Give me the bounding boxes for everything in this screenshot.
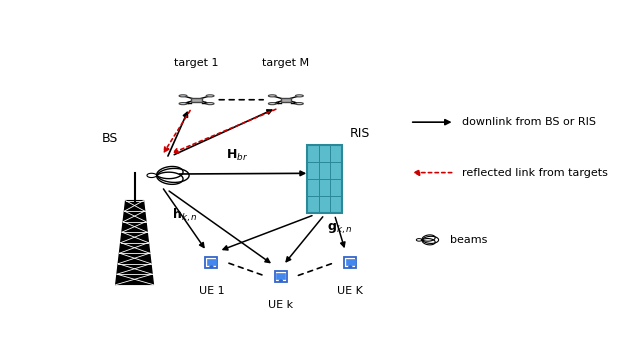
Ellipse shape (179, 103, 187, 105)
Ellipse shape (296, 95, 303, 97)
Text: $\mathbf{H}_{br}$: $\mathbf{H}_{br}$ (226, 148, 248, 163)
Ellipse shape (268, 95, 276, 97)
Text: BS: BS (102, 131, 118, 145)
Bar (207, 258, 216, 265)
Text: $\mathbf{g}_{k,n}$: $\mathbf{g}_{k,n}$ (327, 222, 353, 236)
Ellipse shape (206, 103, 214, 105)
Text: beams: beams (449, 235, 487, 245)
Circle shape (210, 266, 213, 268)
Text: RIS: RIS (350, 127, 370, 141)
Bar (344, 257, 356, 268)
Bar (307, 145, 342, 213)
Circle shape (349, 266, 352, 268)
Text: downlink from BS or RIS: downlink from BS or RIS (462, 117, 596, 127)
Text: target M: target M (262, 58, 309, 67)
Text: $\mathbf{h}_{k,n}$: $\mathbf{h}_{k,n}$ (172, 206, 197, 223)
Text: reflected link from targets: reflected link from targets (462, 167, 608, 178)
Bar (205, 257, 218, 268)
Text: UE k: UE k (268, 300, 294, 309)
Polygon shape (116, 201, 154, 285)
Circle shape (280, 280, 282, 281)
Bar (346, 258, 355, 265)
Text: UE 1: UE 1 (198, 286, 224, 296)
Bar (276, 273, 285, 279)
Bar (280, 98, 291, 102)
Bar (275, 271, 287, 282)
Bar (191, 98, 202, 102)
Ellipse shape (296, 103, 303, 105)
Ellipse shape (179, 95, 187, 97)
Text: target 1: target 1 (174, 58, 219, 67)
Text: UE K: UE K (337, 286, 364, 296)
Ellipse shape (268, 103, 276, 105)
Ellipse shape (206, 95, 214, 97)
